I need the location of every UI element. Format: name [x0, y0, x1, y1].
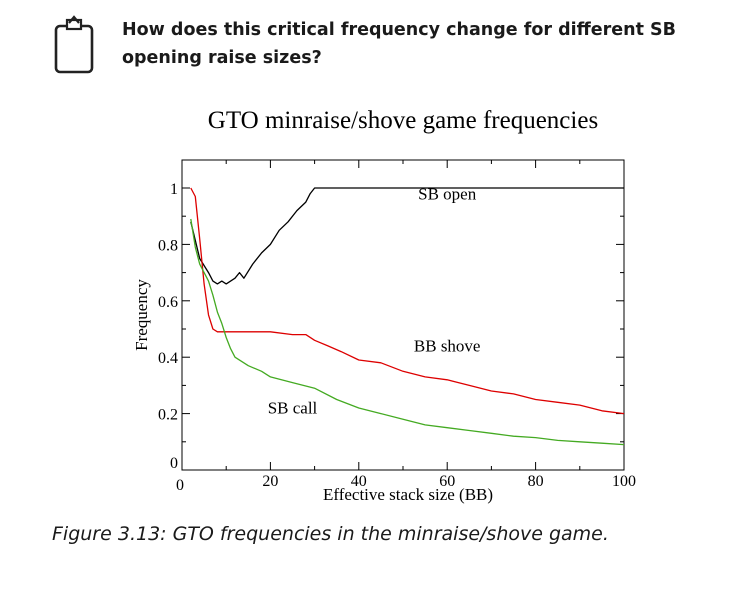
x-tick-label: 100	[612, 473, 636, 490]
x-tick-label: 80	[528, 473, 544, 490]
x-tick-label: 20	[262, 473, 278, 490]
x-tick-label: 0	[176, 477, 184, 494]
clipboard-icon	[54, 15, 94, 74]
y-tick-label: 0	[170, 455, 178, 472]
chart: GTO minraise/shove game frequencies 0 20 4…	[132, 107, 636, 504]
y-tick-label: 0.4	[158, 350, 178, 367]
annotation-sb-call: SB call	[268, 399, 318, 418]
y-tick-label: 0.8	[158, 237, 178, 254]
question-text: How does this critical frequency change …	[122, 20, 677, 68]
x-tick-label: 40	[351, 473, 367, 490]
series-line-sb-call	[190, 218, 625, 446]
annotation-sb-open: SB open	[418, 184, 477, 203]
y-tick-label: 0.6	[158, 294, 178, 311]
annotation-bb-shove: BB shove	[414, 337, 481, 356]
plot-frame	[181, 159, 625, 471]
series-line-sb-open	[190, 187, 624, 285]
x-axis-label: Effective stack size (BB)	[323, 485, 493, 504]
chart-title: GTO minraise/shove game frequencies	[208, 107, 598, 134]
y-tick-label: 0.2	[158, 407, 178, 424]
x-tick-label: 60	[439, 473, 455, 490]
y-tick-label: 1	[170, 181, 178, 198]
series-line-bb-shove	[190, 187, 625, 415]
figure-caption: Figure 3.13: GTO frequencies in the minr…	[52, 523, 609, 545]
y-axis-label: Frequency	[132, 279, 151, 351]
